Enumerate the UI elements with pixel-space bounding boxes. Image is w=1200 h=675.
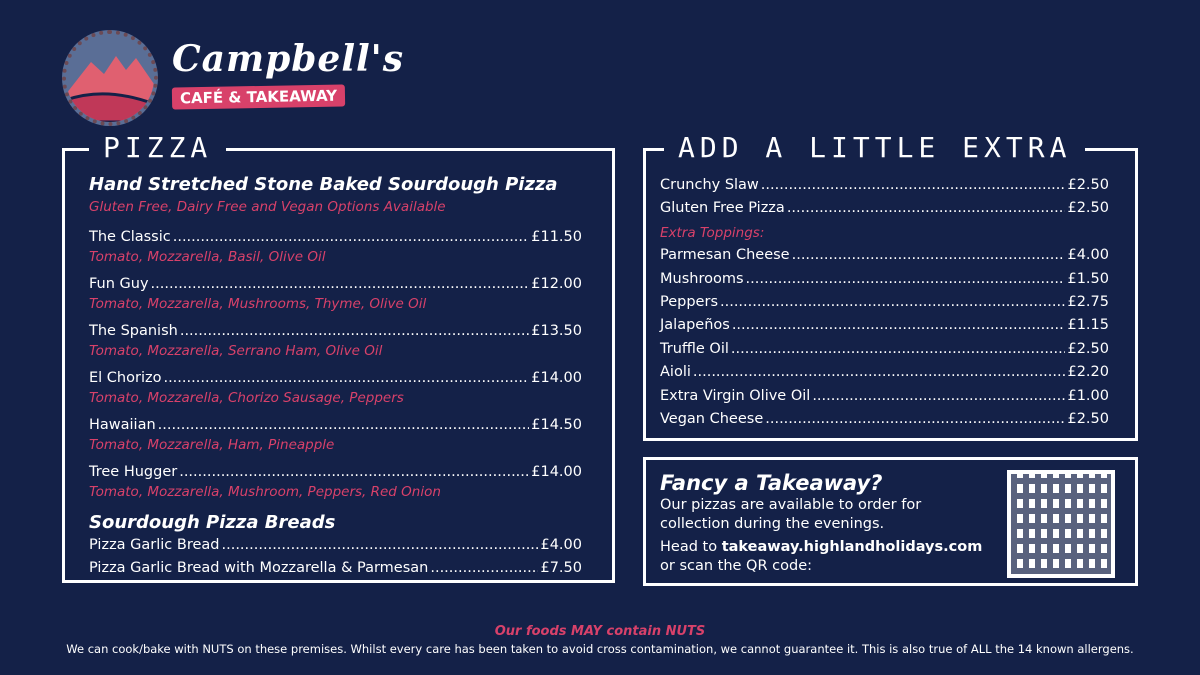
dot-leader (761, 175, 1066, 195)
item-price: £1.00 (1067, 387, 1109, 404)
dot-leader (787, 198, 1066, 218)
dot-leader (746, 269, 1066, 289)
dot-leader (158, 415, 530, 435)
item-name: Vegan Cheese (660, 410, 764, 427)
pizza-item: Tree Hugger £14.00 (89, 462, 582, 482)
item-price: £2.50 (1067, 340, 1109, 357)
topping-item: Mushrooms £1.50 (660, 269, 1109, 289)
topping-item: Truffle Oil £2.50 (660, 339, 1109, 359)
brand-tagline: CAFÉ & TAKEAWAY (171, 84, 346, 110)
item-name: El Chorizo (89, 370, 162, 386)
topping-item: Peppers £2.75 (660, 292, 1109, 312)
dot-leader (812, 386, 1065, 406)
dot-leader (720, 292, 1065, 312)
topping-item: Extra Virgin Olive Oil £1.00 (660, 386, 1109, 406)
item-name: Extra Virgin Olive Oil (660, 387, 811, 404)
pizza-item: Hawaiian £14.50 (89, 415, 582, 435)
dot-leader (163, 368, 529, 388)
allergen-text: We can cook/bake with NUTS on these prem… (66, 642, 1134, 656)
qr-code[interactable] (1007, 470, 1115, 578)
item-price: £4.00 (1067, 247, 1109, 264)
pizza-item-desc: Tomato, Mozzarella, Mushroom, Peppers, R… (89, 484, 441, 500)
item-name: Fun Guy (89, 276, 149, 292)
item-price: £1.15 (1067, 317, 1109, 334)
item-name: Pizza Garlic Bread (89, 537, 220, 553)
item-price: £14.00 (531, 464, 582, 480)
topping-item: Jalapeños £1.15 (660, 315, 1109, 335)
topping-item: Parmesan Cheese £4.00 (660, 245, 1109, 265)
dot-leader (179, 462, 529, 482)
item-price: £2.20 (1067, 364, 1109, 381)
item-name: Tree Hugger (89, 464, 178, 480)
item-name: Hawaiian (89, 417, 156, 433)
item-price: £11.50 (531, 229, 582, 245)
item-price: £2.50 (1067, 410, 1109, 427)
dot-leader (792, 245, 1066, 265)
item-name: Mushrooms (660, 270, 744, 287)
topping-item: Vegan Cheese £2.50 (660, 409, 1109, 429)
pizza-item: The Spanish £13.50 (89, 321, 582, 341)
item-name: Pizza Garlic Bread with Mozzarella & Par… (89, 560, 429, 576)
item-name: Jalapeños (660, 317, 730, 334)
item-price: £1.50 (1067, 270, 1109, 287)
extra-item: Gluten Free Pizza £2.50 (660, 198, 1109, 218)
dot-leader (693, 362, 1066, 382)
pizza-item-desc: Tomato, Mozzarella, Basil, Olive Oil (89, 249, 326, 265)
item-price: £14.00 (531, 370, 582, 386)
toppings-label: Extra Toppings: (660, 224, 765, 241)
bread-item: Pizza Garlic Bread £4.00 (89, 535, 582, 555)
pizza-subheading: Gluten Free, Dairy Free and Vegan Option… (89, 199, 446, 215)
dot-leader (151, 274, 530, 294)
pizza-item: El Chorizo £14.00 (89, 368, 582, 388)
item-name: The Spanish (89, 323, 178, 339)
brand-name: Campbell's (172, 38, 404, 80)
dot-leader (732, 315, 1066, 335)
takeaway-heading: Fancy a Takeaway? (660, 471, 883, 495)
dot-leader (222, 535, 539, 555)
item-name: Gluten Free Pizza (660, 200, 785, 217)
item-price: £12.00 (531, 276, 582, 292)
bread-item: Pizza Garlic Bread with Mozzarella & Par… (89, 558, 582, 578)
extra-item: Crunchy Slaw £2.50 (660, 175, 1109, 195)
extra-title: ADD A LITTLE EXTRA (664, 131, 1086, 164)
item-price: £14.50 (531, 417, 582, 433)
item-price: £2.50 (1067, 177, 1109, 193)
takeaway-line2: collection during the evenings. (660, 516, 885, 532)
pizza-item-desc: Tomato, Mozzarella, Ham, Pineapple (89, 437, 335, 453)
item-name: Truffle Oil (660, 340, 729, 357)
takeaway-head-to: Head to (660, 539, 722, 555)
pizza-panel: PIZZA Hand Stretched Stone Baked Sourdou… (62, 131, 615, 583)
item-name: Crunchy Slaw (660, 177, 759, 193)
takeaway-panel: Fancy a Takeaway? Our pizzas are availab… (643, 457, 1138, 586)
pizza-item: Fun Guy £12.00 (89, 274, 582, 294)
item-price: £2.75 (1067, 293, 1109, 310)
pizza-heading: Hand Stretched Stone Baked Sourdough Piz… (89, 174, 558, 195)
pizza-item-desc: Tomato, Mozzarella, Mushrooms, Thyme, Ol… (89, 296, 427, 312)
item-price: £13.50 (531, 323, 582, 339)
item-price: £2.50 (1067, 200, 1109, 217)
dot-leader (765, 409, 1065, 429)
item-name: Parmesan Cheese (660, 247, 790, 264)
topping-item: Aioli £2.20 (660, 362, 1109, 382)
extra-panel: ADD A LITTLE EXTRA Crunchy Slaw£2.50Glut… (643, 131, 1138, 441)
takeaway-line4: or scan the QR code: (660, 558, 813, 574)
takeaway-line1: Our pizzas are available to order for (660, 497, 922, 513)
dot-leader (180, 321, 529, 341)
takeaway-url-link[interactable]: takeaway.highlandholidays.com (721, 539, 983, 555)
dot-leader (173, 227, 530, 247)
pizza-item-desc: Tomato, Mozzarella, Serrano Ham, Olive O… (89, 343, 383, 359)
pizza-item-desc: Tomato, Mozzarella, Chorizo Sausage, Pep… (89, 390, 404, 406)
breads-heading: Sourdough Pizza Breads (89, 512, 336, 533)
item-price: £7.50 (540, 560, 582, 576)
item-name: Aioli (660, 364, 691, 381)
item-name: The Classic (89, 229, 171, 245)
item-name: Peppers (660, 293, 718, 310)
allergen-warning: Our foods MAY contain NUTS (494, 624, 706, 639)
logo-mountain-icon (62, 30, 158, 126)
pizza-item: The Classic £11.50 (89, 227, 582, 247)
dot-leader (731, 339, 1066, 359)
dot-leader (430, 558, 538, 578)
item-price: £4.00 (540, 537, 582, 553)
pizza-title: PIZZA (89, 131, 227, 164)
